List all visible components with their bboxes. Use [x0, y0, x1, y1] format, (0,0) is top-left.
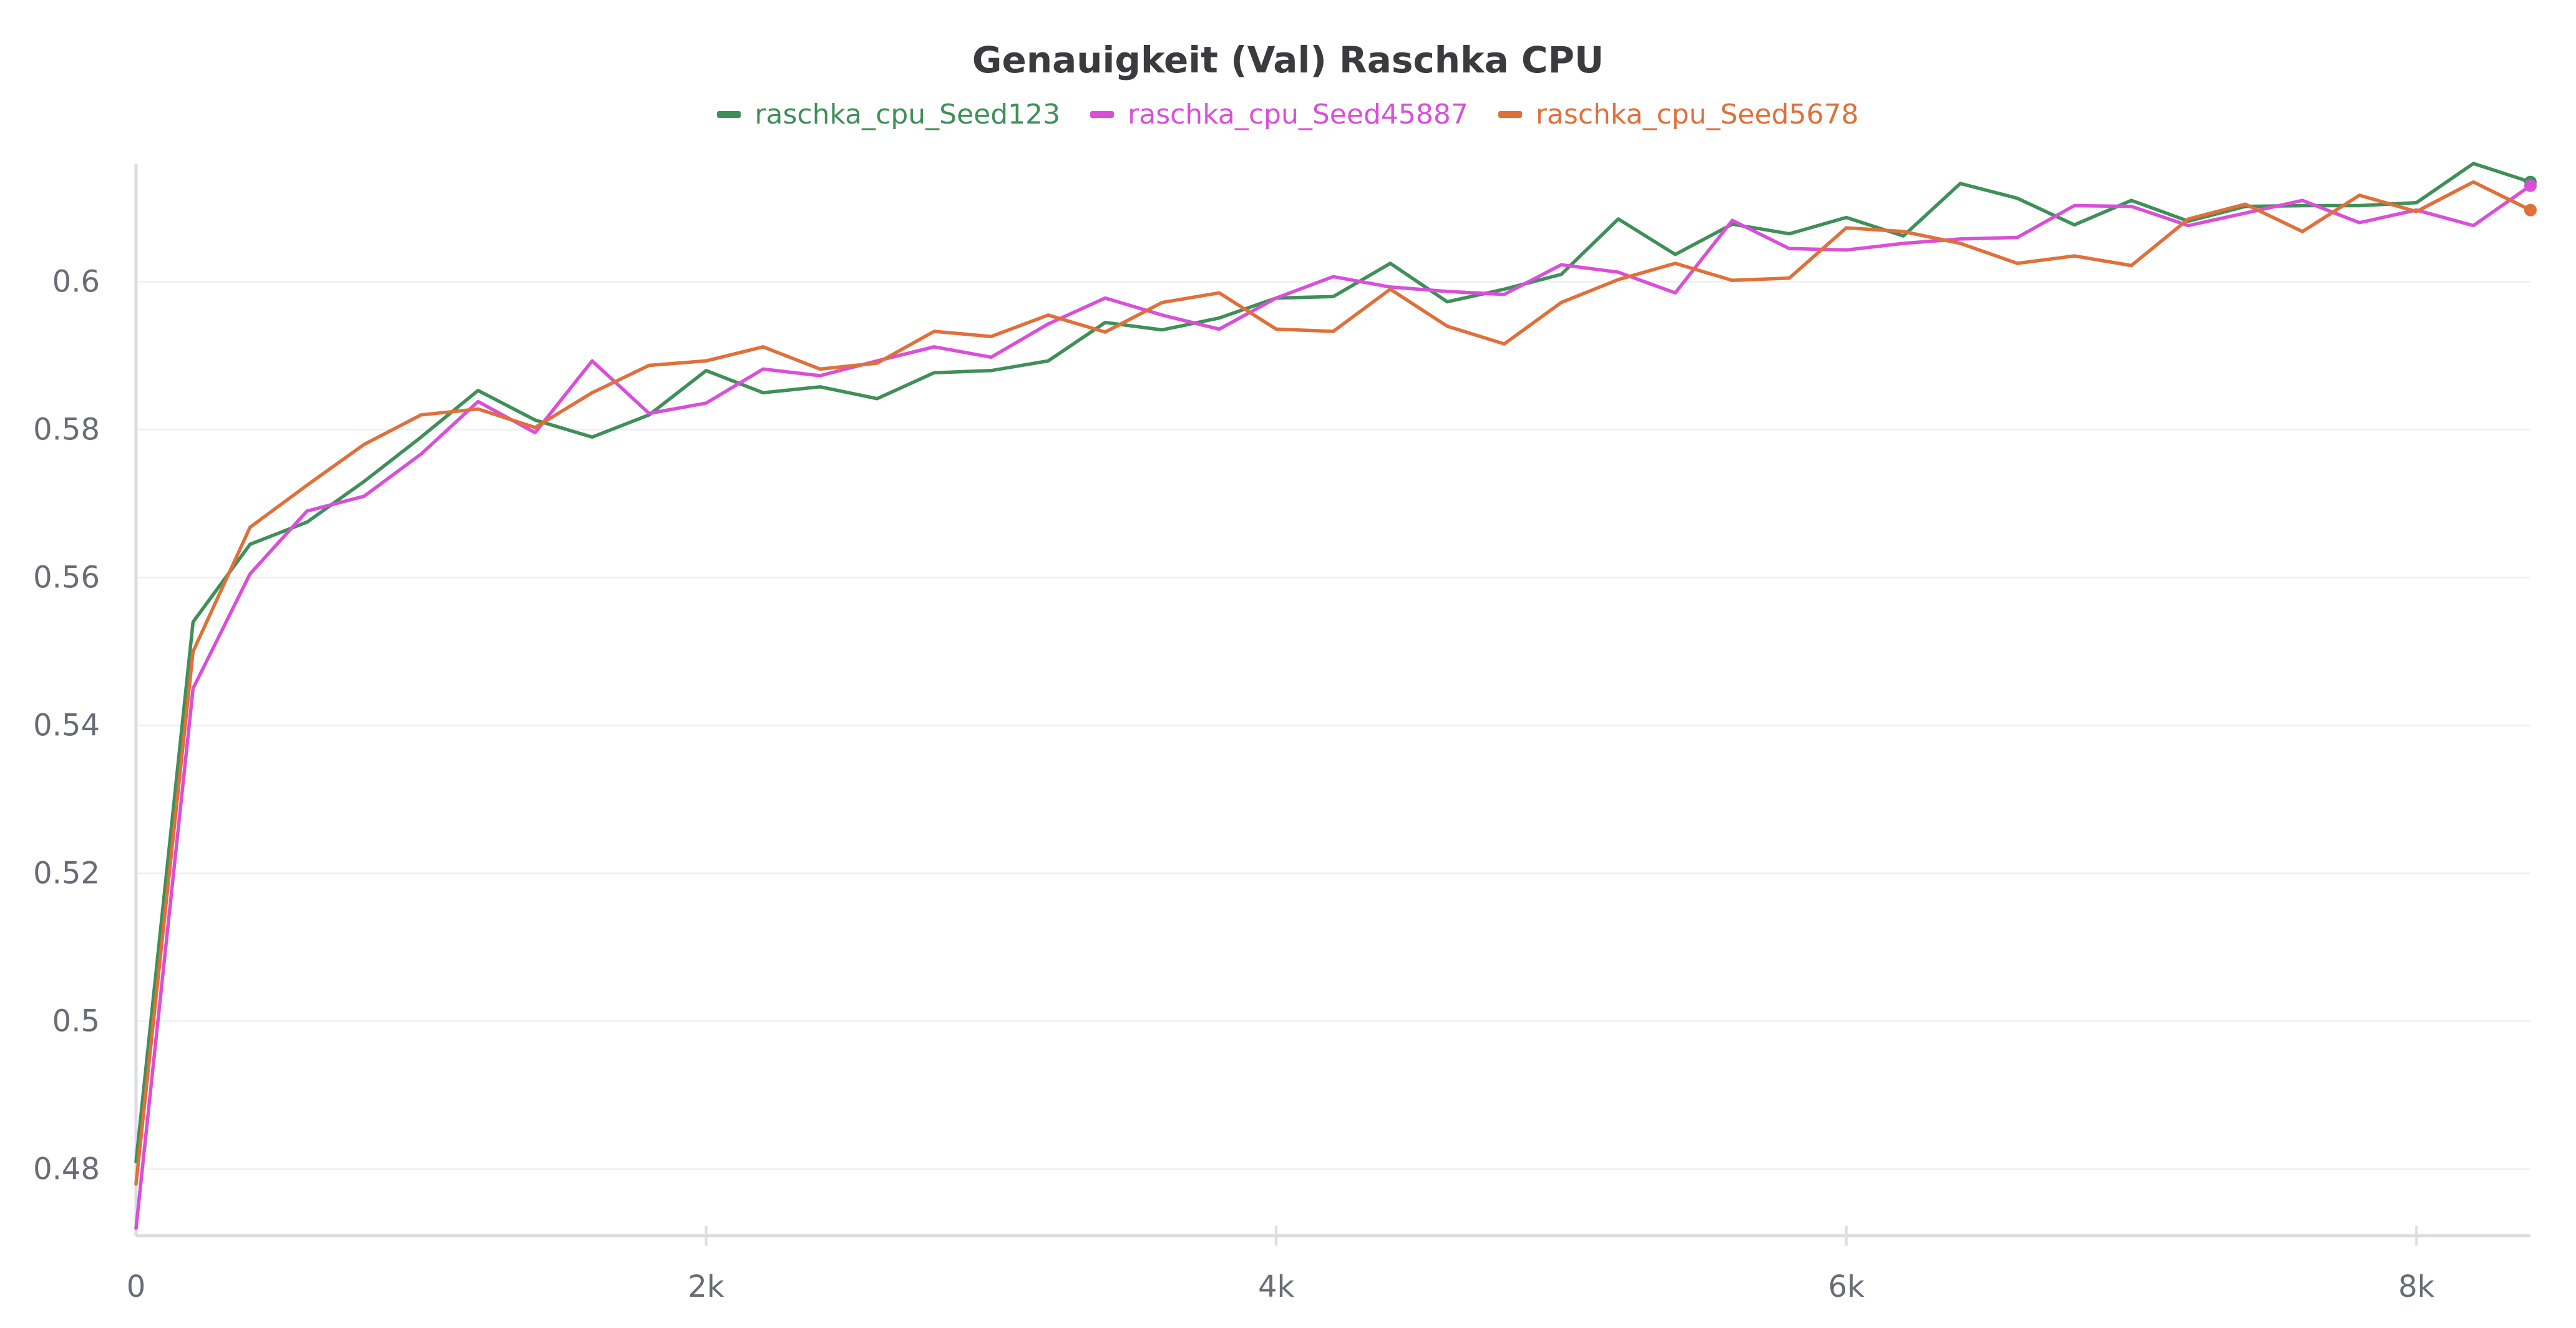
legend-label-series-3: raschka_cpu_Seed5678: [1535, 99, 1859, 130]
legend-label-series-2: raschka_cpu_Seed45887: [1128, 99, 1468, 130]
x-tick-label: 2k: [688, 1269, 724, 1304]
y-tick-label: 0.6: [52, 265, 100, 300]
chart-title: Genauigkeit (Val) Raschka CPU: [972, 39, 1604, 81]
y-tick-label: 0.54: [33, 708, 100, 743]
series-end-point-2: [2524, 179, 2537, 192]
y-tick-label: 0.48: [33, 1151, 100, 1186]
x-tick-label: 8k: [2398, 1269, 2435, 1304]
legend-label-series-1: raschka_cpu_Seed123: [754, 99, 1061, 130]
y-tick-label: 0.58: [33, 413, 100, 447]
legend-swatch-series-3: [1498, 111, 1522, 118]
y-tick-label: 0.56: [33, 560, 100, 595]
x-tick-label: 6k: [1828, 1269, 1865, 1304]
series-line-1: [134, 162, 2532, 1164]
legend-item-series-2[interactable]: raschka_cpu_Seed45887: [1090, 99, 1468, 130]
series-end-point-3: [2524, 203, 2537, 217]
chart-legend: raschka_cpu_Seed123 raschka_cpu_Seed4588…: [0, 99, 2576, 130]
y-tick-label: 0.52: [33, 856, 100, 891]
legend-swatch-series-2: [1090, 111, 1115, 118]
legend-item-series-3[interactable]: raschka_cpu_Seed5678: [1498, 99, 1859, 130]
series-line-2: [134, 183, 2532, 1230]
x-tick-label: 4k: [1258, 1269, 1295, 1304]
x-tick-label: 0: [127, 1269, 146, 1304]
legend-swatch-series-1: [717, 111, 741, 118]
legend-item-series-1[interactable]: raschka_cpu_Seed123: [717, 99, 1060, 130]
y-tick-label: 0.5: [52, 1003, 100, 1038]
series-line-3: [134, 180, 2532, 1186]
